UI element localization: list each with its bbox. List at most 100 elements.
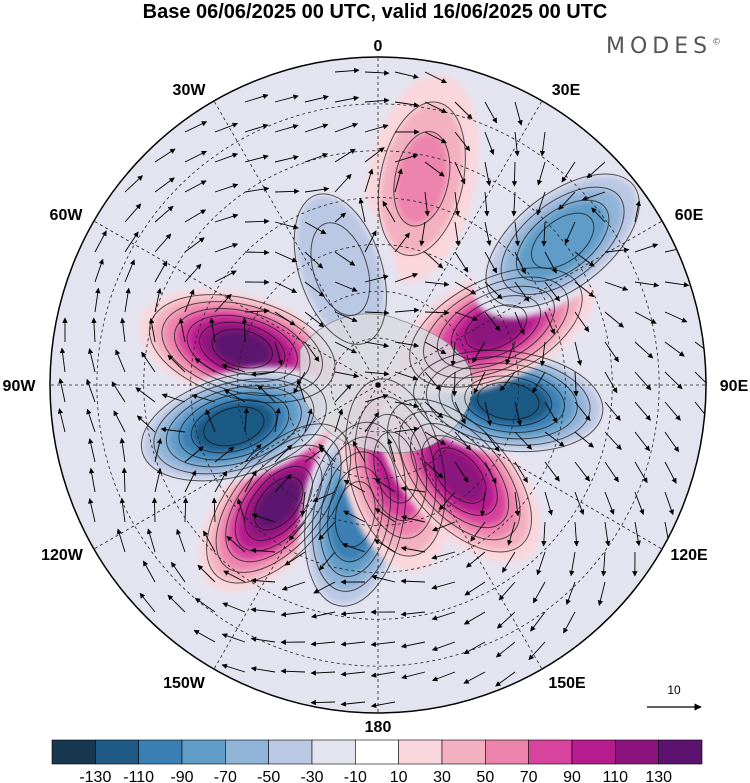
colorbar-segment bbox=[615, 739, 659, 765]
wind-arrow bbox=[454, 281, 477, 295]
wind-arrow bbox=[394, 153, 419, 163]
wind-arrow bbox=[424, 161, 445, 177]
wind-arrow bbox=[600, 551, 607, 577]
wind-arrow bbox=[604, 461, 619, 483]
contour-line bbox=[253, 476, 304, 531]
wind-arrow bbox=[484, 131, 495, 155]
wind-arrow bbox=[424, 309, 450, 316]
wind-arrow bbox=[274, 474, 292, 493]
wind-arrow bbox=[514, 131, 520, 157]
latitude-circle bbox=[330, 337, 426, 433]
contour-line bbox=[345, 378, 446, 557]
wind-arrow bbox=[484, 221, 492, 247]
wind-arrow bbox=[424, 191, 430, 217]
wind-arrow bbox=[530, 611, 546, 632]
wind-arrow bbox=[296, 378, 306, 403]
wind-arrow bbox=[394, 307, 420, 314]
contour-line bbox=[311, 436, 399, 592]
wind-arrow bbox=[634, 461, 648, 484]
brand-text: MODES bbox=[606, 34, 713, 59]
pole-marker bbox=[375, 382, 381, 388]
wind-arrow bbox=[244, 93, 269, 103]
wind-arrow bbox=[541, 521, 547, 547]
wind-arrow bbox=[214, 242, 239, 253]
colorbar-tick-label: 70 bbox=[520, 769, 538, 783]
colorbar-tick-label: -30 bbox=[300, 769, 323, 783]
lon-label-90e: 90E bbox=[720, 378, 749, 395]
wind-arrow bbox=[484, 191, 490, 217]
lon-label-30e: 30E bbox=[552, 82, 581, 99]
wind-arrow bbox=[401, 515, 426, 523]
meridian-line bbox=[93, 384, 379, 550]
wind-arrow bbox=[214, 122, 238, 133]
wind-arrow bbox=[574, 341, 583, 366]
contour-line bbox=[178, 392, 290, 461]
wind-arrow bbox=[374, 478, 396, 493]
wind-arrow bbox=[91, 317, 97, 343]
wind-arrow bbox=[364, 310, 390, 316]
wind-arrow bbox=[94, 258, 104, 283]
wind-arrow bbox=[111, 381, 126, 403]
meridian-line bbox=[93, 220, 379, 386]
contour-line bbox=[515, 199, 610, 282]
wind-arrow bbox=[340, 671, 366, 677]
wind-arrow bbox=[340, 611, 366, 617]
wind-arrow bbox=[274, 444, 293, 463]
colorbar-tick-label: -90 bbox=[170, 769, 193, 783]
wind-arrow bbox=[223, 389, 246, 403]
wind-arrow bbox=[352, 440, 366, 463]
colorbar-segment bbox=[658, 739, 703, 765]
wind-arrow bbox=[280, 611, 306, 618]
wind-arrow bbox=[454, 131, 471, 152]
wind-arrow bbox=[484, 101, 498, 124]
wind-arrow bbox=[334, 281, 358, 292]
wind-arrow bbox=[304, 408, 313, 433]
colorbar-tick-label: -10 bbox=[344, 769, 367, 783]
wind-arrow bbox=[544, 281, 560, 302]
wind-arrow bbox=[451, 371, 458, 397]
wind-arrow bbox=[424, 461, 444, 479]
wind-arrow bbox=[274, 407, 281, 433]
wind-arrow bbox=[574, 431, 594, 448]
wind-arrow bbox=[274, 221, 299, 230]
wind-arrow bbox=[222, 602, 246, 613]
wind-arrow bbox=[334, 67, 360, 74]
wind-arrow bbox=[664, 401, 681, 421]
wind-arrow bbox=[364, 147, 385, 163]
wind-arrow bbox=[142, 560, 156, 583]
wind-arrow bbox=[604, 281, 629, 291]
colorbar-tick-label: -110 bbox=[123, 769, 154, 783]
wind-arrow bbox=[472, 341, 486, 363]
wind-arrow bbox=[544, 461, 560, 482]
wind-arrow bbox=[604, 431, 622, 450]
wind-arrow bbox=[214, 183, 239, 193]
wind-arrow bbox=[340, 701, 366, 707]
wind-arrow bbox=[334, 251, 356, 266]
colorbar-segment bbox=[268, 739, 313, 765]
wind-arrow bbox=[581, 191, 606, 201]
wind-arrow bbox=[194, 358, 216, 373]
contour-line bbox=[140, 371, 327, 482]
wind-arrow bbox=[694, 401, 706, 422]
wind-arrow bbox=[511, 191, 517, 217]
meridian-line bbox=[377, 384, 663, 550]
wind-arrow bbox=[634, 401, 651, 421]
meridian-line bbox=[213, 384, 379, 670]
wind-arrow bbox=[170, 561, 186, 583]
wind-arrow bbox=[432, 671, 456, 682]
wind-arrow bbox=[274, 94, 299, 103]
wind-arrow bbox=[178, 317, 186, 343]
wind-arrow bbox=[257, 384, 276, 403]
wind-arrow bbox=[532, 581, 546, 604]
contour-line bbox=[206, 423, 352, 584]
wind-arrow bbox=[532, 371, 546, 394]
wind-arrow bbox=[424, 341, 447, 355]
wind-arrow bbox=[340, 641, 366, 647]
wind-arrow bbox=[563, 611, 576, 634]
contour-line bbox=[165, 385, 302, 468]
wind-arrow bbox=[318, 551, 336, 571]
wind-arrow bbox=[473, 371, 486, 394]
wind-arrow bbox=[573, 371, 579, 397]
wind-arrow bbox=[184, 470, 197, 493]
wind-arrow bbox=[634, 521, 641, 547]
